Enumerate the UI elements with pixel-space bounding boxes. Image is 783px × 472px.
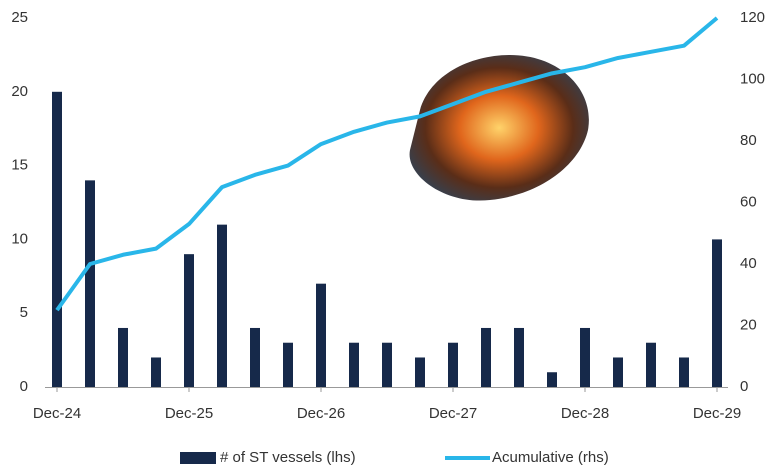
y-tick-label: 25 [11, 9, 28, 26]
bar [151, 357, 161, 387]
legend-label: # of ST vessels (lhs) [220, 449, 356, 466]
bar [52, 92, 62, 387]
y-tick-label: 10 [11, 230, 28, 247]
y2-tick-label: 40 [740, 255, 757, 272]
x-tick-label: Dec-27 [429, 405, 477, 422]
bar [613, 357, 623, 387]
y2-tick-label: 80 [740, 132, 757, 149]
bar [316, 284, 326, 387]
bar [250, 328, 260, 387]
x-tick-label: Dec-29 [693, 405, 741, 422]
bar [514, 328, 524, 387]
line [57, 18, 717, 310]
bar [712, 239, 722, 387]
y2-tick-label: 100 [740, 70, 765, 87]
chart: 0 5 10 15 20 25 0 20 40 60 80 100 120 Dec-24 Dec-25 Dec… [0, 0, 783, 472]
y2-tick-label: 0 [740, 378, 748, 395]
bar [547, 372, 557, 387]
y-tick-label: 20 [11, 83, 28, 100]
bar [184, 254, 194, 387]
bar [481, 328, 491, 387]
bar [382, 343, 392, 387]
x-tick-label: Dec-24 [33, 405, 81, 422]
bar [679, 357, 689, 387]
bar [283, 343, 293, 387]
bar [415, 357, 425, 387]
asteroid-illustration [410, 55, 589, 201]
bar [448, 343, 458, 387]
y2-tick-label: 20 [740, 316, 757, 333]
x-tick-label: Dec-28 [561, 405, 609, 422]
bar [118, 328, 128, 387]
x-tick-label: Dec-25 [165, 405, 213, 422]
legend-label: Acumulative (rhs) [492, 449, 609, 466]
y-tick-label: 15 [11, 157, 28, 174]
y2-tick-label: 120 [740, 9, 765, 26]
bar [217, 225, 227, 387]
y-tick-label: 5 [20, 304, 28, 321]
bar [349, 343, 359, 387]
x-tick-label: Dec-26 [297, 405, 345, 422]
legend-swatch [180, 452, 216, 464]
bar [580, 328, 590, 387]
bar [85, 180, 95, 387]
y2-tick-label: 60 [740, 193, 757, 210]
bar [646, 343, 656, 387]
y-tick-label: 0 [20, 378, 28, 395]
